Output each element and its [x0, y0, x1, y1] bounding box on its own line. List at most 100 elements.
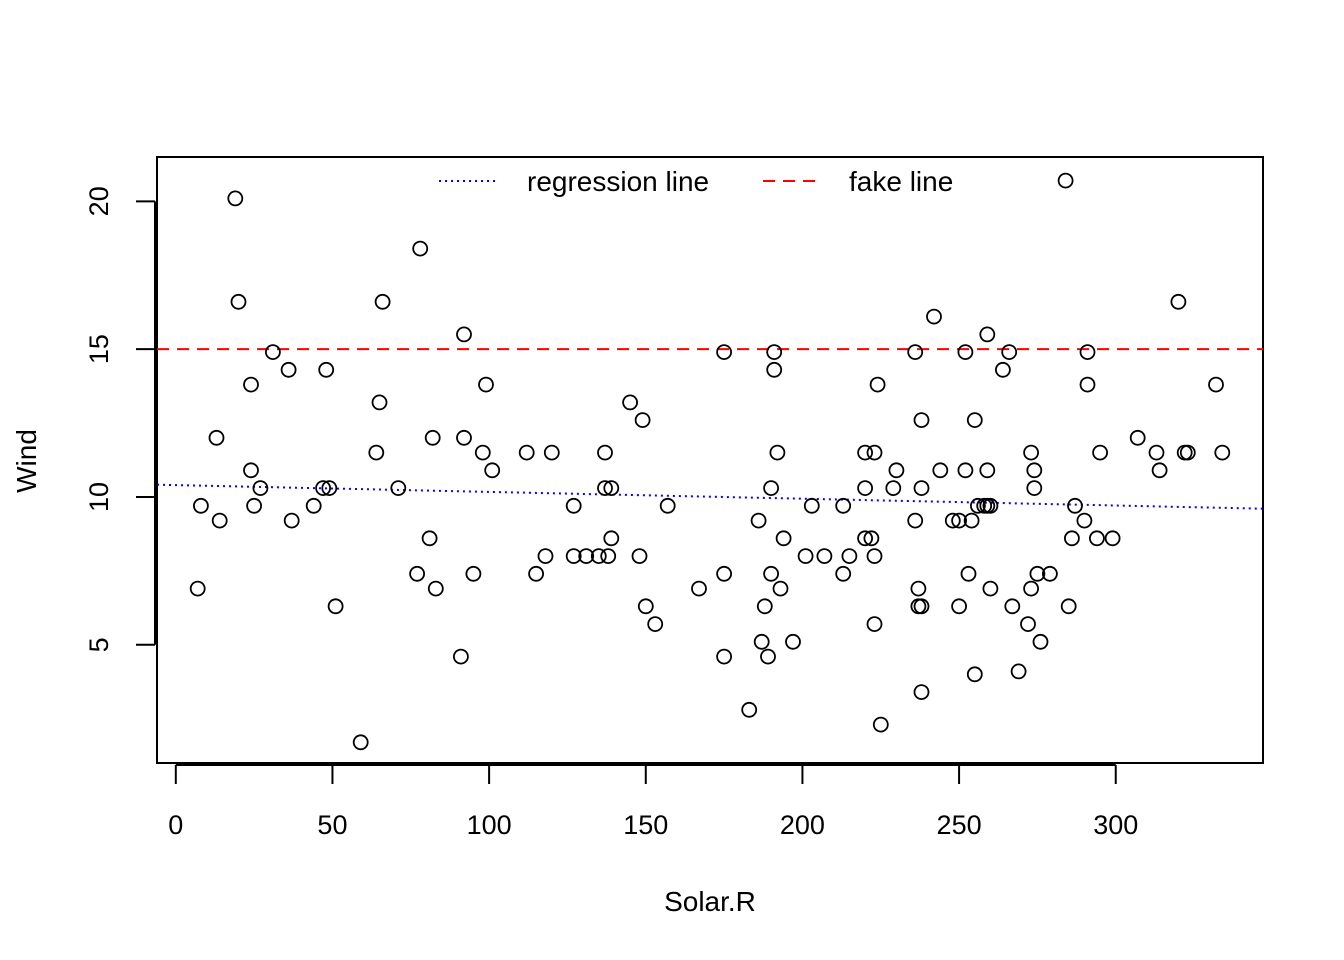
data-point	[766, 344, 783, 361]
data-point	[1079, 376, 1096, 393]
data-point	[951, 598, 967, 615]
data-point	[1170, 293, 1187, 310]
data-point	[631, 548, 648, 564]
data-point	[1020, 616, 1036, 632]
x-tick-label: 300	[1093, 810, 1138, 840]
data-point	[960, 565, 977, 582]
data-point	[913, 480, 930, 497]
plot-area-frame	[156, 156, 1264, 764]
data-point	[1151, 462, 1168, 479]
data-point	[951, 512, 967, 529]
data-point	[211, 512, 228, 529]
data-point	[634, 412, 651, 429]
data-point	[835, 497, 852, 514]
data-point	[872, 716, 889, 733]
data-point	[966, 666, 983, 683]
data-point	[371, 394, 388, 411]
data-point	[772, 580, 789, 597]
data-point	[1129, 429, 1146, 446]
data-point	[327, 598, 344, 615]
y-tick-label: 15	[84, 334, 114, 364]
data-point	[243, 462, 259, 479]
data-point	[1179, 444, 1196, 461]
data-point	[597, 444, 613, 461]
data-point	[192, 497, 209, 514]
data-point	[603, 530, 620, 547]
data-point	[456, 326, 472, 343]
data-point	[1023, 444, 1039, 461]
data-point	[1026, 462, 1043, 479]
data-point	[390, 480, 407, 497]
data-point	[1176, 444, 1193, 461]
data-point	[424, 429, 441, 446]
fit-lines	[156, 348, 1264, 510]
data-point	[421, 530, 438, 547]
data-point	[866, 548, 883, 564]
data-point	[412, 240, 429, 257]
data-point	[474, 444, 491, 461]
data-point	[869, 376, 886, 393]
data-point	[763, 565, 779, 582]
data-point	[637, 598, 654, 615]
data-point	[264, 344, 281, 361]
x-axis-label: Solar.R	[664, 886, 756, 917]
legend-label-fake: fake line	[849, 166, 953, 197]
data-point	[866, 616, 883, 632]
data-point	[600, 548, 617, 564]
x-tick-label: 100	[467, 810, 512, 840]
data-point	[189, 580, 206, 597]
data-point	[913, 684, 930, 700]
data-point	[452, 648, 469, 665]
data-point	[785, 633, 801, 650]
data-point	[315, 480, 332, 497]
data-point	[1214, 444, 1231, 461]
legend: regression line fake line	[439, 166, 953, 197]
data-point	[957, 344, 974, 361]
data-point	[716, 648, 732, 665]
y-tick-label: 10	[84, 482, 114, 512]
data-point	[910, 580, 927, 597]
data-point	[543, 444, 560, 461]
data-point	[456, 429, 472, 446]
data-point	[565, 548, 582, 564]
data-point	[1208, 376, 1224, 393]
data-point	[691, 580, 707, 597]
data-point	[907, 344, 924, 361]
data-point	[484, 462, 501, 479]
data-point	[597, 480, 613, 497]
y-axis-label: Wind	[11, 429, 42, 493]
data-point	[368, 444, 385, 461]
data-point	[1089, 530, 1105, 547]
data-point	[427, 580, 444, 597]
data-point	[888, 462, 905, 479]
data-point	[769, 444, 786, 461]
data-point	[857, 444, 873, 461]
data-point	[590, 548, 607, 564]
data-point	[280, 361, 297, 378]
data-point	[979, 462, 996, 479]
data-point	[797, 548, 814, 564]
y-axis: 5 10 15 20	[84, 186, 156, 652]
data-point	[963, 512, 980, 529]
regression-line	[156, 483, 1264, 510]
data-point	[603, 480, 620, 497]
data-point	[982, 580, 999, 597]
data-point	[1042, 565, 1058, 582]
data-point	[913, 412, 930, 429]
x-tick-label: 50	[317, 810, 347, 840]
data-point	[1104, 530, 1121, 547]
data-point	[1010, 663, 1027, 680]
data-point	[763, 480, 779, 497]
data-point	[1029, 565, 1046, 582]
data-point	[578, 548, 595, 564]
data-point	[863, 530, 880, 547]
data-point	[995, 361, 1011, 378]
data-points	[189, 172, 1231, 751]
legend-label-regression: regression line	[527, 166, 709, 197]
y-tick-label: 5	[84, 637, 114, 652]
data-point	[1079, 344, 1096, 361]
data-point	[753, 633, 770, 650]
data-point	[1001, 344, 1018, 361]
data-point	[979, 497, 996, 514]
